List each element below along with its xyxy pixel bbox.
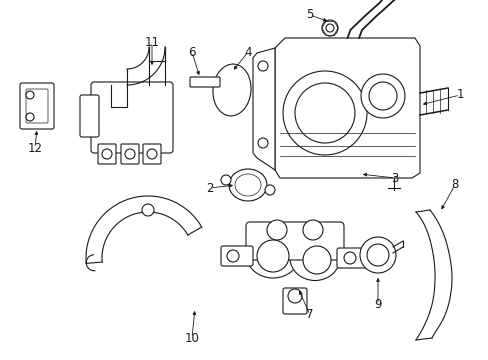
Circle shape	[343, 252, 355, 264]
FancyBboxPatch shape	[121, 144, 139, 164]
Circle shape	[102, 149, 112, 159]
Circle shape	[221, 175, 230, 185]
FancyBboxPatch shape	[26, 89, 48, 123]
FancyBboxPatch shape	[98, 144, 116, 164]
FancyBboxPatch shape	[20, 83, 54, 129]
Circle shape	[303, 220, 323, 240]
Text: 11: 11	[144, 36, 159, 49]
Circle shape	[359, 237, 395, 273]
Circle shape	[258, 61, 267, 71]
Polygon shape	[252, 48, 274, 170]
FancyBboxPatch shape	[190, 77, 220, 87]
Circle shape	[147, 149, 157, 159]
FancyBboxPatch shape	[91, 82, 173, 153]
Text: 6: 6	[188, 45, 195, 58]
Ellipse shape	[228, 169, 266, 201]
Ellipse shape	[245, 228, 300, 278]
Ellipse shape	[212, 64, 250, 116]
Circle shape	[264, 185, 274, 195]
Circle shape	[26, 113, 34, 121]
Text: 9: 9	[373, 298, 381, 311]
Circle shape	[258, 138, 267, 148]
Circle shape	[226, 250, 239, 262]
Text: 7: 7	[305, 309, 313, 321]
Text: 5: 5	[305, 9, 313, 22]
Circle shape	[366, 244, 388, 266]
FancyBboxPatch shape	[336, 248, 368, 268]
Circle shape	[368, 82, 396, 110]
Text: 1: 1	[455, 89, 463, 102]
Circle shape	[325, 24, 333, 32]
Circle shape	[125, 149, 135, 159]
Text: 12: 12	[27, 141, 42, 154]
Circle shape	[142, 204, 154, 216]
FancyBboxPatch shape	[245, 222, 343, 260]
Circle shape	[283, 71, 366, 155]
Polygon shape	[274, 38, 419, 178]
Circle shape	[303, 246, 330, 274]
Text: 8: 8	[450, 179, 458, 192]
Circle shape	[257, 240, 288, 272]
FancyBboxPatch shape	[142, 144, 161, 164]
Circle shape	[266, 220, 286, 240]
Text: 3: 3	[390, 171, 398, 184]
Text: 2: 2	[206, 181, 213, 194]
Text: 10: 10	[184, 332, 199, 345]
Text: 4: 4	[244, 45, 251, 58]
FancyBboxPatch shape	[80, 95, 99, 137]
Circle shape	[294, 83, 354, 143]
FancyBboxPatch shape	[283, 288, 306, 314]
Circle shape	[360, 74, 404, 118]
Ellipse shape	[289, 235, 339, 280]
Circle shape	[287, 289, 302, 303]
Circle shape	[26, 91, 34, 99]
FancyBboxPatch shape	[221, 246, 252, 266]
Circle shape	[321, 20, 337, 36]
Ellipse shape	[235, 174, 261, 196]
